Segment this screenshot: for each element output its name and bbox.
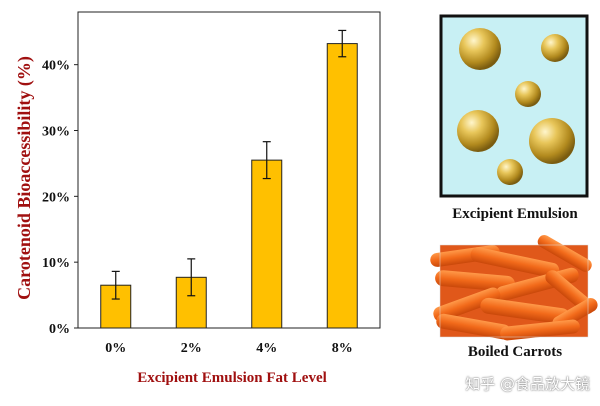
x-tick-label: 8% (332, 341, 353, 356)
y-tick-label: 0% (49, 322, 70, 337)
y-tick-label: 40% (42, 59, 70, 74)
emulsion-caption: Excipient Emulsion (452, 206, 578, 222)
x-tick-label: 0% (105, 341, 126, 356)
carrots-photo (430, 235, 598, 341)
y-tick-label: 10% (42, 256, 70, 271)
oil-droplet (459, 28, 501, 70)
emulsion-illustration (439, 14, 589, 198)
y-tick-label: 20% (42, 190, 70, 205)
carrots-caption: Boiled Carrots (467, 344, 563, 360)
bar (326, 43, 358, 329)
oil-droplet (541, 34, 569, 62)
oil-droplet (497, 159, 523, 185)
x-tick-label: 4% (256, 341, 277, 356)
bars (100, 29, 358, 329)
plot-area (77, 11, 381, 329)
oil-droplet (529, 118, 575, 164)
oil-droplet (515, 81, 541, 107)
bar (251, 159, 283, 329)
y-tick-label: 30% (42, 125, 70, 140)
oil-droplet (457, 110, 499, 152)
x-axis: 0% 2% 4% 8% (105, 341, 353, 356)
y-axis: 0% 10% 20% 30% 40% (42, 59, 78, 337)
x-tick-label: 2% (181, 341, 202, 356)
x-axis-title: Excipient Emulsion Fat Level (137, 370, 327, 386)
y-axis-title: Carotenoid Bioaccessibility (%) (14, 56, 35, 300)
watermark: 知乎 @食品放大镜 (465, 375, 590, 393)
